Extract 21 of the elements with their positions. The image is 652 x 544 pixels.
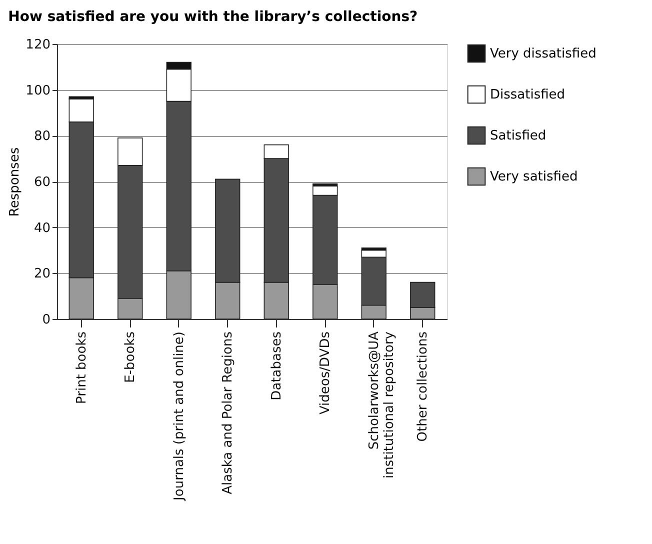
legend-label: Dissatisfied: [490, 88, 566, 102]
y-axis-title: Responses: [8, 147, 23, 217]
x-tick-label: E-books: [123, 331, 138, 383]
x-tick-label: Alaska and Polar Regions: [220, 331, 236, 494]
y-tick-label: 60: [34, 175, 50, 190]
chart-title: How satisfied are you with the library’s collections?: [8, 9, 418, 25]
y-tick-label: 80: [34, 129, 50, 144]
y-tick-label: 120: [26, 38, 50, 52]
x-tick-label: Scholarworks@UA institutional repository: [366, 331, 397, 479]
y-tick-label: 0: [42, 312, 50, 328]
y-tick-label: 40: [34, 220, 50, 236]
y-tick-label: 20: [34, 266, 50, 282]
x-tick-label: Print books: [74, 331, 90, 404]
x-tick-label: Journals (print and online): [172, 332, 187, 502]
x-tick-label: Other collections: [416, 331, 431, 442]
y-tick-label: 100: [26, 83, 50, 98]
x-tick-label: Videos/DVDs: [318, 331, 334, 415]
x-tick-label: Databases: [269, 331, 284, 400]
legend-label: Very dissatisfied: [490, 46, 596, 62]
legend-label: Very satisfied: [490, 170, 578, 184]
legend-label: Satisfied: [490, 128, 546, 144]
